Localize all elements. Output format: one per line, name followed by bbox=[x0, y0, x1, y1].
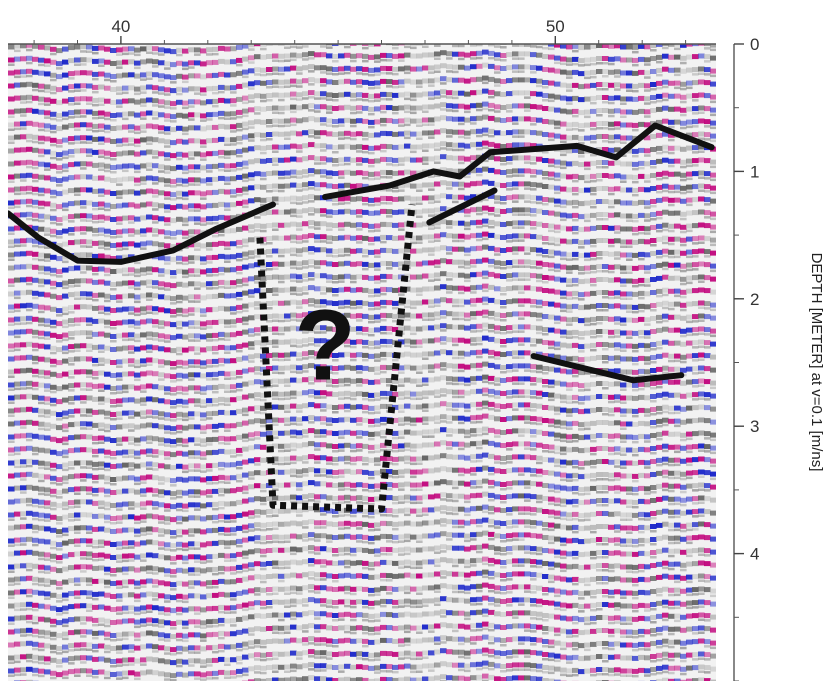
reflector-line-1 bbox=[8, 201, 276, 265]
interpreted-reflectors bbox=[8, 122, 715, 513]
y-axis: 0 1 2 3 4 bbox=[733, 35, 759, 681]
y-tick-label: 1 bbox=[750, 162, 759, 181]
y-axis-title: DEPTH [METER] at v=0.1 [m/ns] bbox=[808, 253, 825, 472]
reflector-line-2 bbox=[322, 122, 715, 200]
annotations: ? bbox=[295, 289, 356, 401]
question-mark-annotation: ? bbox=[295, 289, 356, 401]
x-axis: 40 50 bbox=[8, 17, 716, 45]
plot-area: ? bbox=[8, 44, 716, 681]
y-tick-label: 2 bbox=[750, 290, 759, 309]
y-tick-label: 0 bbox=[750, 35, 759, 54]
x-tick-label: 50 bbox=[546, 17, 565, 36]
reflector-line-3 bbox=[426, 187, 498, 226]
x-tick-label: 40 bbox=[111, 17, 130, 36]
dotted-boundary-line bbox=[256, 204, 416, 513]
y-tick-label: 4 bbox=[750, 545, 759, 564]
radargram-image bbox=[8, 44, 716, 681]
y-tick-label: 3 bbox=[750, 417, 759, 436]
reflector-line-4 bbox=[530, 353, 685, 384]
